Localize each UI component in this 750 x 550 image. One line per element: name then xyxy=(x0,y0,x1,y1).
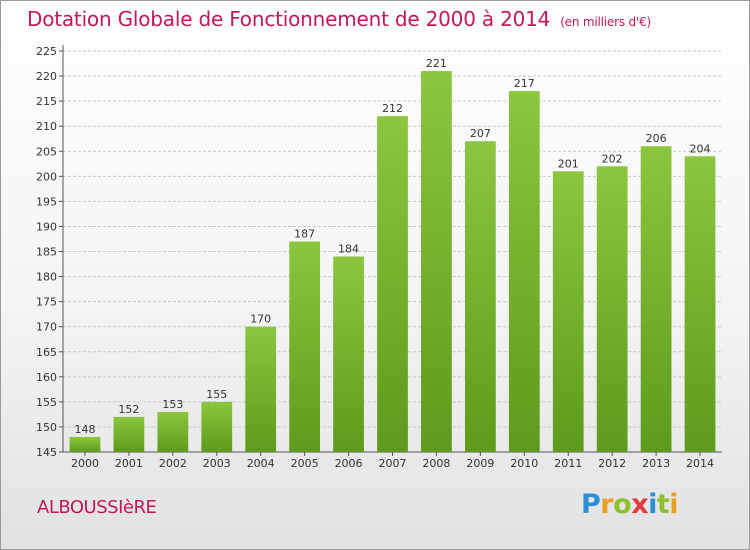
y-tick-label: 205 xyxy=(36,145,57,158)
y-tick-label: 195 xyxy=(36,195,57,208)
logo-letter: r xyxy=(600,489,614,520)
bar-value-label: 204 xyxy=(690,142,711,155)
y-tick-label: 145 xyxy=(36,446,57,459)
logo-letter: i xyxy=(669,489,679,520)
bar-value-label: 184 xyxy=(338,243,359,256)
bar xyxy=(464,141,496,452)
commune-name: ALBOUSSIèRE xyxy=(37,497,157,518)
y-tick-label: 225 xyxy=(36,45,57,58)
bar-value-label: 202 xyxy=(602,152,623,165)
bar xyxy=(245,326,277,452)
y-tick-label: 185 xyxy=(36,246,57,259)
bar xyxy=(157,411,189,452)
bar xyxy=(508,91,540,452)
bar xyxy=(684,156,716,452)
y-tick-label: 175 xyxy=(36,296,57,309)
bar-value-label: 206 xyxy=(646,132,667,145)
logo-letter: i xyxy=(648,489,657,520)
bar xyxy=(289,241,321,452)
y-tick-label: 170 xyxy=(36,321,57,334)
bar-value-label: 148 xyxy=(74,423,95,436)
logo-letter: o xyxy=(613,489,632,520)
bar-value-label: 155 xyxy=(206,388,227,401)
logo-letter: x xyxy=(631,489,649,520)
x-tick-label: 2012 xyxy=(598,457,626,470)
y-tick-label: 190 xyxy=(36,220,57,233)
x-tick-label: 2013 xyxy=(642,457,670,470)
y-tick-label: 155 xyxy=(36,396,57,409)
y-tick-label: 210 xyxy=(36,120,57,133)
chart-title: Dotation Globale de Fonctionnement de 20… xyxy=(27,7,651,31)
title-text: Dotation Globale de Fonctionnement de 20… xyxy=(27,7,551,31)
x-tick-label: 2000 xyxy=(71,457,99,470)
x-tick-label: 2011 xyxy=(554,457,582,470)
logo-letter: P xyxy=(581,489,601,520)
x-tick-label: 2006 xyxy=(335,457,363,470)
bar xyxy=(377,116,408,452)
x-tick-label: 2010 xyxy=(510,457,538,470)
bar xyxy=(69,436,101,452)
bar-value-label: 217 xyxy=(514,77,535,90)
proxiti-logo[interactable]: Proxiti xyxy=(581,489,679,520)
bar xyxy=(552,171,584,453)
bar-value-label: 187 xyxy=(294,227,315,240)
x-tick-label: 2002 xyxy=(159,457,187,470)
bar-value-label: 153 xyxy=(162,398,183,411)
x-tick-label: 2001 xyxy=(115,457,143,470)
y-tick-label: 165 xyxy=(36,346,57,359)
x-tick-label: 2007 xyxy=(379,457,407,470)
y-tick-label: 180 xyxy=(36,271,57,284)
y-tick-label: 220 xyxy=(36,70,57,83)
x-tick-label: 2014 xyxy=(686,457,714,470)
y-tick-label: 160 xyxy=(36,371,57,384)
bar xyxy=(421,71,452,453)
bar-value-label: 152 xyxy=(118,403,139,416)
bar-value-label: 221 xyxy=(426,57,447,70)
bar-value-label: 201 xyxy=(558,157,579,170)
x-tick-label: 2009 xyxy=(466,457,494,470)
y-tick-label: 200 xyxy=(36,170,57,183)
bar xyxy=(596,166,628,452)
chart-subtitle: (en milliers d'€) xyxy=(560,15,651,29)
x-tick-label: 2008 xyxy=(422,457,450,470)
bar-value-label: 207 xyxy=(470,127,491,140)
bar xyxy=(201,401,233,452)
y-tick-label: 215 xyxy=(36,95,57,108)
bar xyxy=(640,146,672,453)
bar xyxy=(113,416,145,452)
x-tick-label: 2005 xyxy=(291,457,319,470)
bar-value-label: 212 xyxy=(382,102,403,115)
x-tick-label: 2003 xyxy=(203,457,231,470)
y-tick-label: 150 xyxy=(36,421,57,434)
bar xyxy=(333,256,364,452)
bar-value-label: 170 xyxy=(250,313,271,326)
logo-letter: t xyxy=(656,489,670,520)
x-tick-label: 2004 xyxy=(247,457,275,470)
